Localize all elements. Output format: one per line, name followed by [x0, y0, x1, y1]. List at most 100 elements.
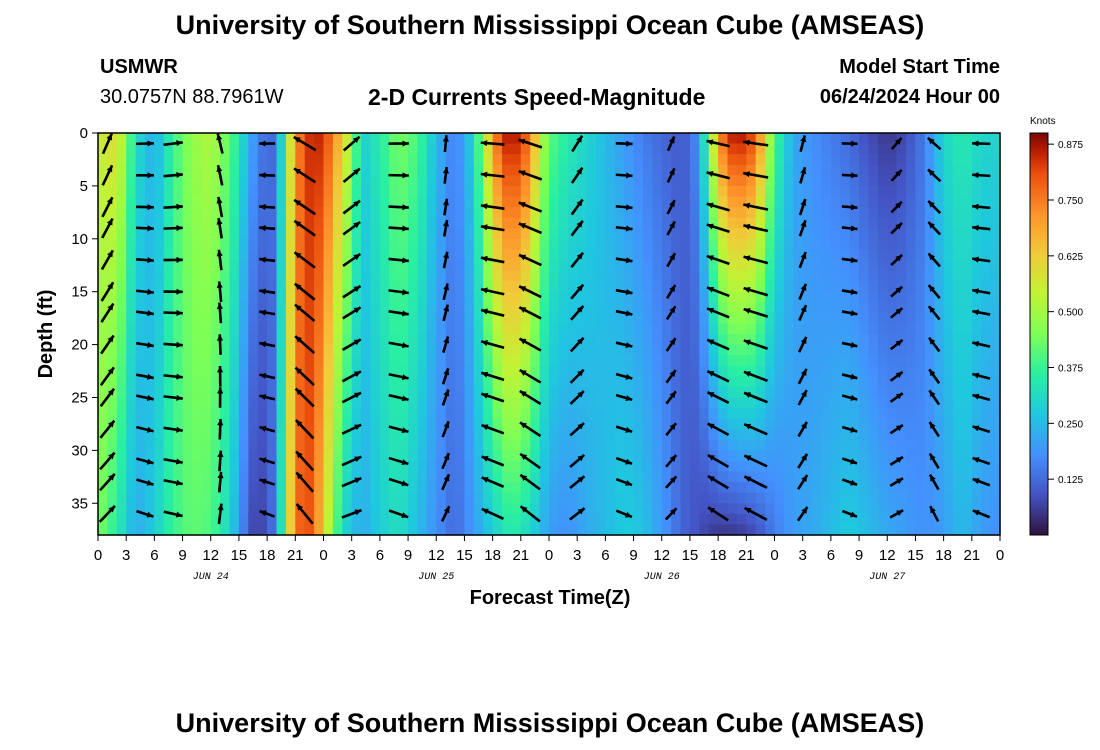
heatmap-cell [173, 503, 184, 515]
heatmap-cell [586, 450, 597, 462]
heatmap-cell [267, 418, 278, 430]
heatmap-cell [436, 397, 447, 409]
x-tick-label: 3 [348, 547, 356, 564]
heatmap-cell [727, 386, 738, 399]
current-vector [797, 421, 809, 438]
heatmap-cell [783, 334, 794, 346]
heatmap-cell [445, 133, 456, 145]
heatmap-cell [445, 270, 456, 282]
heatmap-cell [812, 217, 823, 229]
heatmap-cell [877, 334, 888, 346]
heatmap-cell [633, 344, 644, 356]
heatmap-cell [971, 154, 982, 166]
heatmap-cell [783, 397, 794, 409]
heatmap-cell [511, 397, 522, 409]
heatmap-cell [906, 323, 917, 335]
heatmap-cell [370, 334, 381, 346]
heatmap-cell [624, 238, 635, 250]
heatmap-cell [445, 259, 456, 272]
heatmap-cell [408, 355, 419, 367]
heatmap-cell [727, 259, 738, 272]
heatmap-cell [558, 291, 569, 303]
heatmap-cell [304, 334, 315, 346]
current-vector [342, 220, 361, 236]
heatmap-cell [229, 482, 240, 494]
heatmap-cell [323, 365, 334, 377]
heatmap-cell [483, 312, 494, 325]
heatmap-cell [295, 238, 306, 250]
heatmap-cell [549, 429, 559, 441]
heatmap-cell [652, 133, 663, 145]
heatmap-cell [821, 503, 832, 515]
heatmap-cell [417, 133, 428, 145]
heatmap-cell [144, 217, 155, 229]
current-vector [928, 336, 941, 353]
heatmap-cell [708, 207, 719, 219]
current-vectors [98, 132, 991, 525]
heatmap-cell [426, 513, 437, 526]
heatmap-cell [267, 185, 278, 198]
heatmap-cell [549, 482, 559, 494]
heatmap-cell [455, 365, 466, 377]
heatmap-cell [267, 259, 278, 272]
heatmap-cell [774, 482, 785, 494]
heatmap-cell [962, 482, 973, 494]
heatmap-cell [896, 238, 907, 250]
heatmap-cell [473, 397, 484, 409]
heatmap-cell [821, 238, 832, 250]
heatmap-cell [464, 217, 475, 229]
heatmap-cell [257, 249, 268, 261]
heatmap-cell [483, 376, 494, 388]
heatmap-cell [943, 439, 954, 451]
heatmap-cell [238, 513, 249, 526]
heatmap-cell [248, 154, 259, 166]
heatmap-cell [163, 143, 174, 155]
current-vector [216, 334, 224, 355]
heatmap-cell [539, 376, 550, 388]
heatmap-cell [830, 196, 841, 208]
heatmap-cell [285, 175, 296, 187]
heatmap-cell [549, 503, 559, 515]
heatmap-cell [210, 259, 221, 272]
heatmap-cell [549, 312, 559, 325]
heatmap-cell [332, 460, 343, 473]
heatmap-cell [173, 460, 184, 473]
heatmap-cell [680, 323, 691, 335]
heatmap-cell [351, 154, 362, 166]
heatmap-cell [718, 482, 729, 494]
heatmap-cell [229, 460, 240, 473]
heatmap-cell [285, 143, 296, 155]
heatmap-cell [755, 439, 766, 451]
heatmap-cell [464, 238, 475, 250]
heatmap-cell [652, 185, 663, 198]
heatmap-cell [361, 450, 372, 462]
heatmap-cell [558, 143, 569, 155]
heatmap-cell [464, 185, 475, 198]
heatmap-cell [530, 270, 541, 282]
heatmap-cell [182, 513, 193, 526]
heatmap-cell [624, 492, 635, 504]
current-vector [518, 253, 542, 267]
heatmap-cell [699, 270, 710, 282]
heatmap-cell [549, 228, 559, 240]
heatmap-cell [934, 334, 945, 346]
heatmap-cell [154, 154, 165, 166]
heatmap-cell [830, 312, 841, 325]
heatmap-cell [906, 238, 917, 250]
heatmap-cell [483, 397, 494, 409]
heatmap-cell [332, 355, 343, 367]
station-id: USMWR [100, 56, 178, 78]
heatmap-cell [680, 281, 691, 293]
heatmap-cell [530, 281, 541, 293]
heatmap-cell [718, 344, 729, 356]
heatmap-cell [520, 524, 531, 536]
heatmap-cell [680, 259, 691, 272]
heatmap-cell [154, 386, 165, 399]
heatmap-cell [652, 418, 663, 430]
heatmap-cell [577, 482, 588, 494]
current-vector [927, 305, 941, 321]
current-vector [295, 450, 315, 472]
heatmap-cell [699, 439, 710, 451]
heatmap-cell [163, 270, 174, 282]
heatmap-cell [201, 217, 212, 229]
